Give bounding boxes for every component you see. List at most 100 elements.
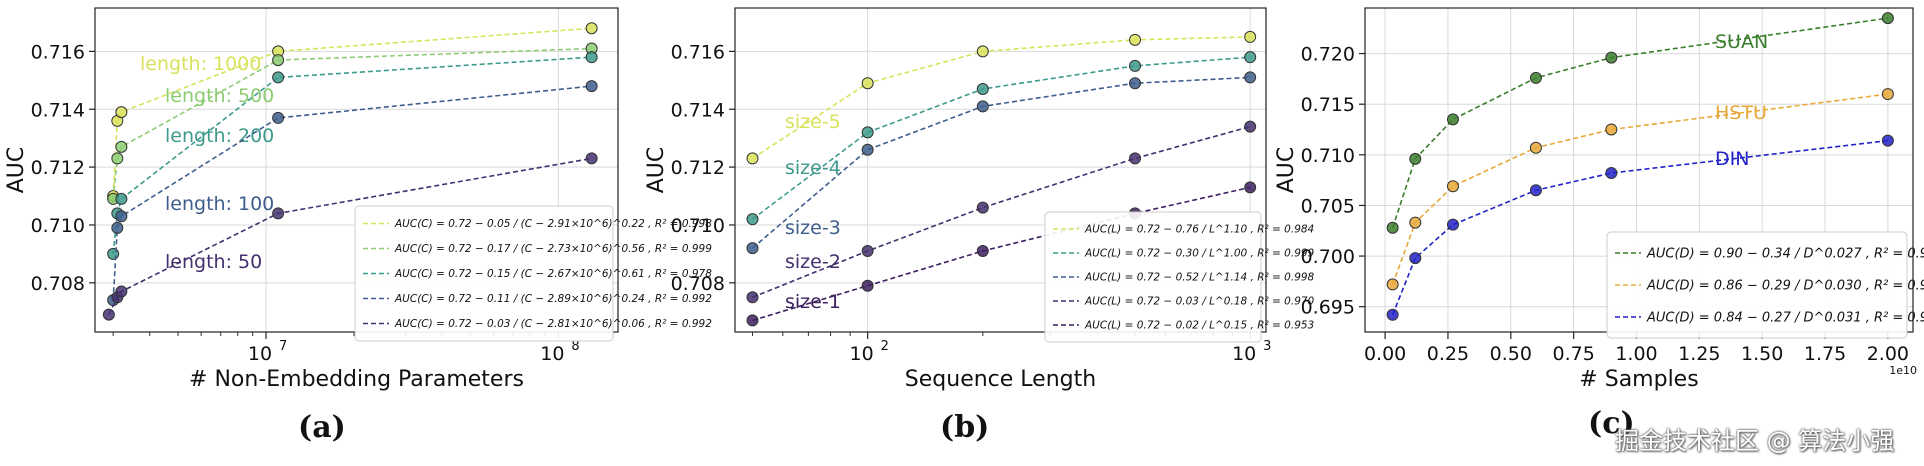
- data-point: [861, 126, 874, 139]
- y-tick-label: 0.716: [31, 41, 85, 63]
- series-annotation-label: size-1: [785, 291, 841, 313]
- x-tick-label: 2.00: [1867, 343, 1909, 365]
- data-point: [976, 83, 989, 95]
- x-tick-label: 0.75: [1552, 343, 1594, 365]
- data-point: [585, 51, 598, 64]
- series-annotation-label: length: 50: [165, 251, 262, 273]
- data-point: [1244, 51, 1257, 64]
- chart-panel-0: 0.708 0.710 0.712 0.714 0.716 10 7 10 8 # Non-Emb…: [4, 7, 712, 392]
- data-point: [272, 207, 285, 220]
- legend-box: [1044, 211, 1262, 343]
- legend-box: [1606, 231, 1908, 339]
- x-tick-label: 10: [850, 343, 874, 365]
- data-point: [1529, 184, 1542, 197]
- data-point: [585, 22, 598, 35]
- legend-entry: AUC(L) = 0.72 − 0.02 / L^0.15 , R² = 0.9…: [1084, 320, 1314, 332]
- x-tick-label-exponent: 7: [279, 339, 287, 354]
- data-point: [861, 279, 874, 292]
- data-point: [115, 285, 128, 298]
- series-line-0: [752, 36, 1251, 160]
- series-annotation-label: length: 500: [165, 85, 274, 107]
- x-tick-label: 1.75: [1804, 343, 1846, 365]
- data-point: [1881, 88, 1894, 101]
- data-point: [1409, 152, 1422, 165]
- x-tick-label: 10: [1232, 343, 1256, 365]
- x-tick-label-exponent: 8: [571, 339, 579, 354]
- series-annotation-label: SUAN: [1715, 31, 1768, 53]
- legend-entry: AUC(D) = 0.84 − 0.27 / D^0.031 , R² = 0.…: [1646, 311, 1924, 326]
- y-tick-label: 0.712: [31, 157, 85, 179]
- legend-entry: AUC(C) = 0.72 − 0.11 / (C − 2.89×10^6)^0…: [394, 293, 712, 305]
- legend-entry: AUC(L) = 0.72 − 0.52 / L^1.14 , R² = 0.9…: [1084, 272, 1315, 284]
- legend-entry: AUC(L) = 0.72 − 0.03 / L^0.18 , R² = 0.9…: [1084, 296, 1315, 308]
- data-point: [102, 308, 115, 321]
- series-line-0: [1391, 17, 1888, 228]
- legend-entry: AUC(D) = 0.86 − 0.29 / D^0.030 , R² = 0.…: [1646, 279, 1924, 294]
- data-point: [585, 80, 598, 93]
- data-point: [115, 210, 128, 223]
- watermark-text: 掘金技术社区 @ 算法小强: [1615, 427, 1895, 455]
- series-line-3: [752, 125, 1251, 299]
- x-axis-label: # Samples: [1579, 367, 1698, 392]
- y-tick-label: 0.695: [1301, 297, 1355, 319]
- data-point: [272, 111, 285, 124]
- data-point: [585, 152, 598, 165]
- series-annotation-label: size-5: [785, 111, 841, 133]
- data-point: [1446, 218, 1459, 231]
- data-point: [1386, 278, 1399, 291]
- data-point: [1529, 71, 1542, 84]
- data-point: [1129, 59, 1142, 72]
- legend-entry: AUC(C) = 0.72 − 0.17 / (C − 2.73×10^6)^0…: [394, 243, 712, 255]
- x-tick-label: 1.00: [1615, 343, 1657, 365]
- data-point: [1446, 113, 1459, 126]
- data-point: [1386, 221, 1399, 234]
- x-axis-label: Sequence Length: [905, 367, 1096, 392]
- x-tick-label: 0.50: [1490, 343, 1532, 365]
- data-point: [976, 100, 989, 113]
- x-tick-label-exponent: 2: [881, 339, 889, 354]
- data-point: [1605, 51, 1618, 64]
- data-point: [1605, 167, 1618, 180]
- y-tick-label: 0.708: [31, 273, 85, 295]
- x-tick-label: 0.25: [1427, 343, 1469, 365]
- data-point: [976, 245, 989, 257]
- data-point: [1409, 216, 1422, 229]
- y-axis-label: AUC: [4, 147, 29, 194]
- data-point: [1409, 252, 1422, 265]
- y-tick-label: 0.712: [671, 157, 725, 179]
- data-point: [1881, 12, 1894, 25]
- series-annotation-label: DIN: [1715, 148, 1749, 170]
- data-point: [115, 140, 128, 153]
- panel-label-b: (b): [940, 410, 990, 445]
- legend-entry: AUC(C) = 0.72 − 0.05 / (C − 2.91×10^6)^0…: [394, 218, 712, 230]
- data-point: [976, 201, 989, 214]
- data-point: [746, 213, 759, 226]
- legend-entry: AUC(L) = 0.72 − 0.76 / L^1.10 , R² = 0.9…: [1084, 224, 1314, 236]
- data-point: [1129, 33, 1142, 46]
- series-annotation-label: length: 100: [165, 193, 274, 215]
- series-line-1: [1391, 93, 1888, 285]
- data-point: [1446, 180, 1459, 193]
- x-tick-label-exponent: 3: [1263, 339, 1271, 354]
- y-tick-label: 0.716: [671, 41, 725, 63]
- series-annotation-label: size-3: [785, 217, 841, 239]
- series-annotation-label: length: 200: [165, 125, 274, 147]
- y-tick-label: 0.710: [671, 215, 725, 237]
- legend-entry: AUC(C) = 0.72 − 0.03 / (C − 2.81×10^6)^0…: [394, 318, 712, 330]
- y-tick-label: 0.700: [1301, 246, 1355, 268]
- y-tick-label: 0.714: [671, 99, 725, 121]
- x-offset-text: 1e10: [1889, 364, 1917, 377]
- x-tick-label: 1.50: [1741, 343, 1783, 365]
- data-point: [861, 245, 874, 257]
- panel-label-a: (a): [298, 410, 346, 445]
- series-annotation-label: size-2: [785, 251, 841, 273]
- x-tick-label: 1.25: [1678, 343, 1720, 365]
- data-point: [1244, 181, 1257, 194]
- y-axis-label: AUC: [644, 147, 669, 194]
- data-point: [1881, 134, 1894, 147]
- data-point: [1605, 123, 1618, 136]
- data-point: [861, 77, 874, 90]
- data-point: [115, 192, 128, 205]
- data-point: [1244, 120, 1257, 133]
